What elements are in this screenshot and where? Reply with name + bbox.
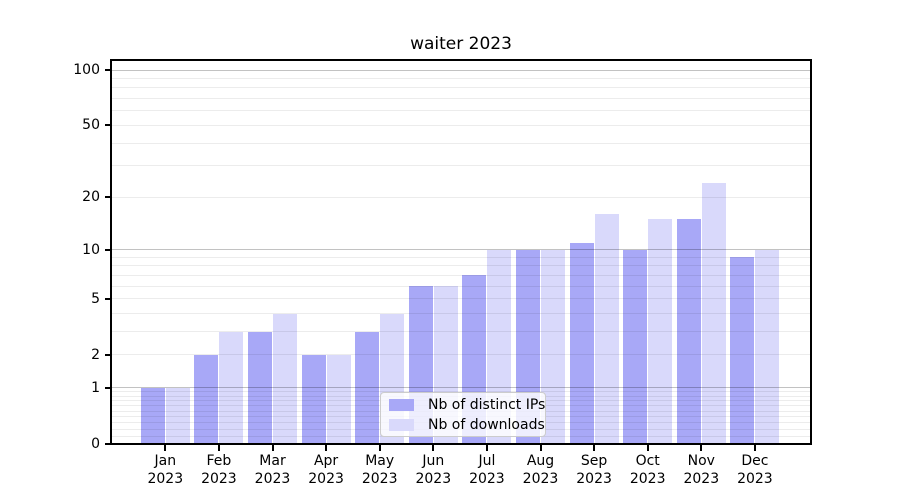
bar-distinct-ips-mar [248, 331, 272, 444]
x-tick-label-aug: Aug 2023 [522, 453, 559, 487]
legend-item-downloads: Nb of downloads [389, 417, 545, 433]
x-tick-label-dec: Dec 2023 [737, 453, 773, 487]
x-tick-label-sep: Sep 2023 [576, 453, 612, 487]
bar-downloads-mar [273, 313, 297, 444]
minor-gridline [112, 98, 810, 100]
legend-label-distinct-ips: Nb of distinct IPs [428, 396, 546, 413]
minor-gridline [112, 256, 810, 258]
x-tick-label-mar: Mar 2023 [254, 453, 291, 487]
x-tick-mark [485, 445, 488, 451]
major-gridline [112, 387, 810, 389]
x-tick-label-oct: Oct 2023 [629, 453, 666, 487]
bar-downloads-feb [219, 331, 244, 444]
left-axis-spine [110, 60, 112, 445]
bar-downloads-apr [326, 354, 351, 444]
y-tick-label: 2 [91, 346, 100, 363]
bar-distinct-ips-dec [730, 257, 755, 444]
y-tick-mark [105, 443, 111, 445]
y-tick-label: 100 [73, 62, 100, 78]
minor-gridline [112, 265, 810, 267]
y-tick-label: 0 [91, 436, 100, 452]
bar-distinct-ips-nov [676, 219, 701, 444]
x-tick-label-jun: Jun 2023 [415, 453, 452, 487]
y-tick-mark [105, 69, 111, 71]
chart-title: waiter 2023 [410, 34, 512, 54]
minor-gridline [112, 331, 810, 333]
x-tick-label-nov: Nov 2023 [683, 453, 720, 487]
x-tick-label-feb: Feb 2023 [201, 453, 237, 487]
y-tick-label: 5 [91, 290, 100, 307]
x-tick-mark [378, 445, 381, 451]
right-axis-spine [810, 60, 812, 445]
bar-distinct-ips-jan [140, 387, 165, 444]
x-tick-label-may: May 2023 [361, 453, 398, 487]
y-tick-label: 50 [82, 117, 100, 134]
minor-gridline [112, 124, 810, 126]
x-tick-mark [700, 445, 703, 451]
minor-gridline [112, 285, 810, 287]
legend-swatch-distinct-ips [389, 398, 414, 411]
y-tick-mark [105, 386, 111, 389]
y-tick-label: 10 [82, 241, 100, 258]
y-tick-label: 1 [91, 379, 100, 396]
bottom-axis-spine [110, 443, 812, 445]
minor-gridline [112, 298, 810, 300]
bar-distinct-ips-apr [301, 354, 326, 444]
x-tick-mark [432, 445, 435, 451]
x-tick-mark [217, 445, 220, 451]
major-gridline [112, 249, 810, 251]
x-tick-mark [593, 445, 596, 451]
minor-gridline [112, 142, 810, 144]
minor-gridline [112, 87, 810, 89]
minor-gridline [112, 274, 810, 276]
x-tick-mark [646, 445, 649, 451]
y-tick-mark [105, 248, 111, 251]
bar-distinct-ips-may [355, 331, 380, 444]
bar-downloads-dec [755, 249, 780, 444]
bar-distinct-ips-feb [194, 354, 219, 444]
major-gridline [112, 69, 810, 71]
bar-downloads-jan [165, 387, 190, 444]
y-tick-mark [105, 196, 111, 199]
minor-gridline [112, 313, 810, 315]
legend: Nb of distinct IPs Nb of downloads [380, 392, 546, 437]
y-tick-label: 20 [82, 189, 100, 206]
x-tick-mark [539, 445, 542, 451]
minor-gridline [112, 354, 810, 356]
bar-distinct-ips-oct [623, 249, 648, 444]
x-tick-mark [325, 445, 328, 451]
minor-gridline [112, 196, 810, 198]
minor-gridline [112, 77, 810, 79]
x-tick-label-jul: Jul 2023 [469, 453, 505, 487]
legend-item-distinct-ips: Nb of distinct IPs [389, 397, 545, 413]
x-tick-mark [271, 445, 274, 451]
y-tick-mark [105, 124, 111, 127]
legend-swatch-downloads [389, 418, 414, 431]
x-tick-mark [164, 445, 167, 451]
y-tick-mark [105, 297, 111, 300]
y-tick-mark [105, 353, 111, 356]
bar-downloads-sep [594, 214, 619, 444]
x-tick-mark [753, 445, 756, 451]
x-tick-label-apr: Apr 2023 [308, 453, 344, 487]
legend-label-downloads: Nb of downloads [428, 416, 545, 433]
x-tick-label-jan: Jan 2023 [147, 453, 184, 487]
minor-gridline [112, 391, 810, 393]
bar-distinct-ips-sep [569, 242, 594, 444]
minor-gridline [112, 165, 810, 167]
top-axis-spine [110, 59, 812, 61]
bar-downloads-nov [701, 183, 726, 444]
minor-gridline [112, 110, 810, 112]
bar-downloads-oct [648, 219, 673, 444]
